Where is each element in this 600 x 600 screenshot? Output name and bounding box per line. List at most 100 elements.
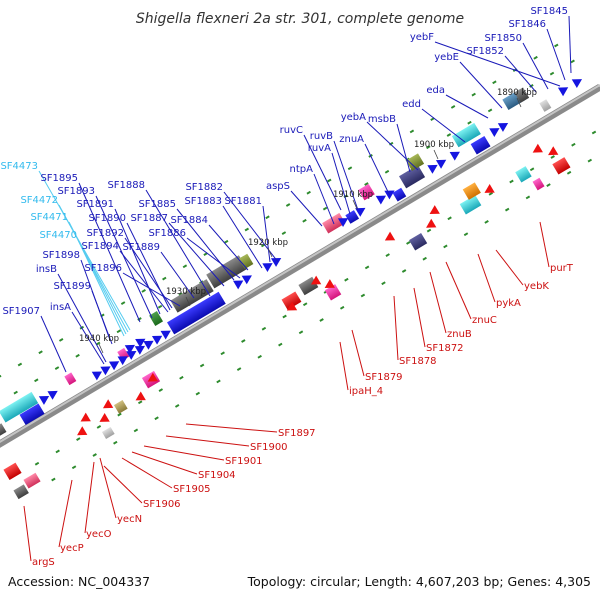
orf-tick [116,329,122,334]
orf-tick [282,314,287,319]
forward-label-leader [290,190,323,227]
forward-gene-box [149,311,164,326]
orf-tick [298,330,304,335]
kbp-tick-label: 1890 kbp [497,88,537,98]
forward-label-leader [78,182,141,323]
forward-label-leader [71,311,105,365]
orf-tick [322,206,328,211]
orf-tick [344,277,349,282]
forward-label-leader [421,108,466,143]
forward-gene-label: ntpA [290,164,314,175]
orf-tick [113,440,118,445]
forward-label-leader [522,42,549,90]
reverse-gene-arrow [135,391,146,401]
orf-tick [34,461,40,466]
orf-tick [347,166,353,171]
forward-gene-arrow [126,350,137,360]
forward-gene-box [345,210,360,224]
forward-gene-box [539,99,552,112]
orf-tick [261,326,267,331]
orf-tick [34,378,39,383]
forward-gene-label: znuA [339,134,364,145]
forward-gene-label: SF1894 [81,241,119,252]
forward-label-leader [313,173,335,225]
forward-gene-label: SF1888 [107,180,145,191]
reverse-gene-box [462,182,481,200]
forward-gene-label: SF1883 [184,196,222,207]
kbp-tick-line [185,296,191,307]
reverse-gene-box [281,291,302,310]
forward-gene-box [0,423,7,438]
orf-tick [51,477,56,482]
forward-gene-box [405,153,425,171]
forward-label-leader [122,272,181,307]
forward-label-leader [459,61,503,109]
orf-tick [319,318,324,322]
forward-label-leader [95,195,153,319]
forward-label-leader [145,189,211,297]
orf-tick [13,390,18,395]
forward-gene-box [0,391,39,423]
orf-tick [96,425,102,429]
forward-gene-label: SF1845 [530,6,568,17]
orf-tick [220,351,225,356]
orf-tick [364,182,369,186]
reverse-gene-label: SF1905 [173,484,211,495]
forward-gene-box [64,372,77,386]
reverse-gene-box [409,232,428,251]
kbp-tick-line [267,247,273,258]
forward-gene-arrow [435,159,447,169]
forward-label-leader [186,237,241,279]
kbp-tick-label: 1930 kbp [166,287,206,297]
highlight-label-leader [58,204,129,333]
forward-gene-arrow [160,330,171,340]
forward-gene-label: insA [50,302,71,313]
orf-tick [450,105,456,109]
orf-tick [471,92,476,97]
orf-tick [137,400,143,405]
orf-tick [0,374,2,379]
forward-gene-label: yebA [341,112,366,123]
forward-gene-arrow [108,361,120,371]
forward-label-leader [366,121,419,171]
orf-tick [446,133,452,137]
reverse-gene-arrow [77,426,88,436]
forward-gene-box [470,135,491,155]
orf-tick [546,183,551,187]
forward-gene-box [206,255,248,289]
orf-tick [525,195,531,200]
orf-tick [554,43,559,48]
orf-tick [76,437,81,441]
forward-gene-label: SF1850 [484,33,522,44]
forward-gene-label: SF1885 [138,199,176,210]
forward-gene-label: SF1889 [122,242,160,253]
orf-tick [133,428,139,433]
backbone-line [0,83,600,448]
forward-gene-arrow [241,275,252,285]
orf-tick [339,305,345,310]
forward-gene-box [392,187,407,202]
forward-gene-arrow [262,263,273,272]
forward-label-leader [396,123,411,173]
orf-tick [327,178,332,183]
forward-gene-label: SF1898 [42,250,80,261]
orf-tick [447,216,452,221]
reverse-gene-box [3,462,22,481]
orf-tick [137,317,142,321]
orf-tick [75,353,80,358]
forward-gene-box [399,165,426,189]
orf-tick [406,241,411,245]
orf-tick [492,80,497,85]
forward-gene-label: yebE [434,52,459,63]
reverse-gene-arrow [102,399,114,409]
forward-label-leader [262,205,271,263]
highlight-gene-label: SF4473 [0,161,38,172]
reverse-gene-label: SF1904 [198,470,236,481]
orf-tick [549,71,555,76]
reverse-gene-box [459,194,482,215]
orf-tick [302,302,308,307]
reverse-gene-arrow [80,412,91,422]
reverse-gene-box [101,426,115,439]
forward-label-leader [546,28,566,81]
forward-gene-arrow [124,344,136,354]
